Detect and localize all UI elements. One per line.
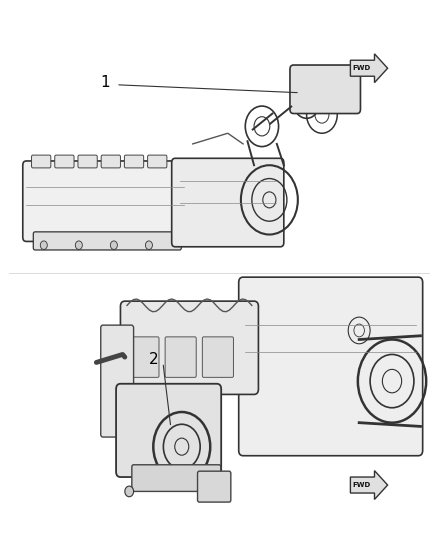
FancyBboxPatch shape	[128, 337, 159, 377]
FancyBboxPatch shape	[23, 161, 187, 241]
Circle shape	[125, 486, 134, 497]
FancyBboxPatch shape	[202, 337, 233, 377]
FancyBboxPatch shape	[120, 301, 258, 394]
FancyBboxPatch shape	[165, 337, 196, 377]
Circle shape	[40, 241, 47, 249]
Circle shape	[75, 241, 82, 249]
Circle shape	[145, 241, 152, 249]
FancyBboxPatch shape	[132, 465, 221, 491]
FancyBboxPatch shape	[290, 65, 360, 114]
Polygon shape	[350, 471, 388, 499]
FancyBboxPatch shape	[116, 384, 221, 477]
FancyBboxPatch shape	[32, 155, 51, 168]
FancyBboxPatch shape	[124, 155, 144, 168]
Text: FWD: FWD	[352, 482, 371, 488]
FancyBboxPatch shape	[78, 155, 97, 168]
Circle shape	[110, 241, 117, 249]
Text: FWD: FWD	[352, 65, 371, 71]
FancyBboxPatch shape	[148, 155, 167, 168]
FancyBboxPatch shape	[33, 232, 181, 250]
FancyBboxPatch shape	[55, 155, 74, 168]
Text: 2: 2	[148, 352, 158, 367]
Polygon shape	[350, 54, 388, 83]
FancyBboxPatch shape	[101, 325, 134, 437]
FancyBboxPatch shape	[239, 277, 423, 456]
FancyBboxPatch shape	[101, 155, 120, 168]
FancyBboxPatch shape	[198, 471, 231, 502]
Text: 1: 1	[100, 75, 110, 90]
FancyBboxPatch shape	[172, 158, 284, 247]
